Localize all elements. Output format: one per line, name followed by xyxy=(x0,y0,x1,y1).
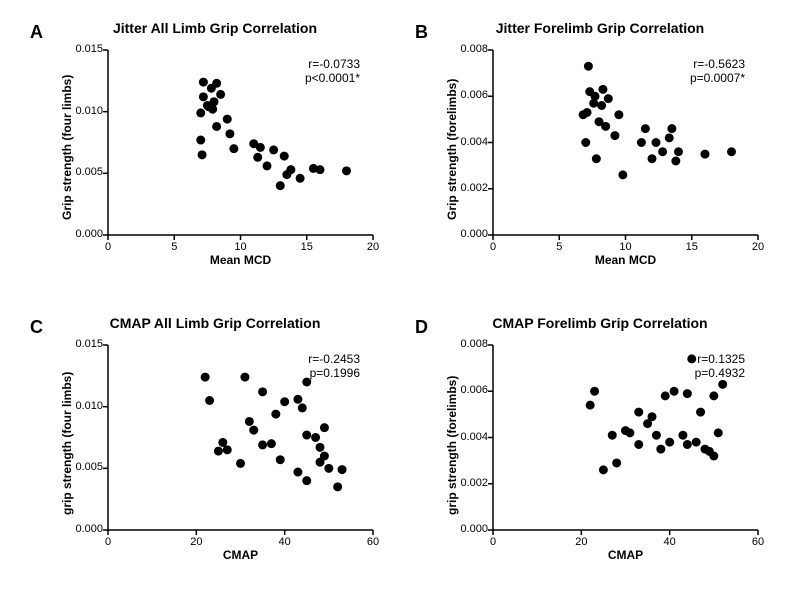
xlabel-A: Mean MCD xyxy=(108,253,373,267)
stats-C: r=-0.2453 p=0.1996 xyxy=(240,352,360,381)
xtick-label: 15 xyxy=(297,241,317,253)
xtick-label: 10 xyxy=(616,241,636,253)
stats-p-B: p=0.0007* xyxy=(690,71,745,85)
xtick-label: 0 xyxy=(483,536,503,548)
stats-r-A: r=-0.0733 xyxy=(308,57,360,71)
ytick-label: 0.006 xyxy=(448,384,488,396)
panel-C: C CMAP All Limb Grip Correlation r=-0.24… xyxy=(30,305,400,585)
ytick-label: 0.004 xyxy=(448,431,488,443)
ytick-label: 0.000 xyxy=(448,228,488,240)
ytick-label: 0.002 xyxy=(448,477,488,489)
ylabel-A: Grip strength (four limbs) xyxy=(60,75,74,220)
ytick-label: 0.002 xyxy=(448,182,488,194)
ytick-label: 0.004 xyxy=(448,136,488,148)
xtick-label: 40 xyxy=(275,536,295,548)
xtick-label: 20 xyxy=(748,241,768,253)
stats-p-A: p<0.0001* xyxy=(305,71,360,85)
ytick-label: 0.008 xyxy=(448,338,488,350)
stats-r-B: r=-0.5623 xyxy=(693,57,745,71)
ylabel-D: grip strength (forelimbs) xyxy=(445,376,459,515)
xlabel-B: Mean MCD xyxy=(493,253,758,267)
xtick-label: 60 xyxy=(363,536,383,548)
xlabel-D: CMAP xyxy=(493,548,758,562)
panel-D: D CMAP Forelimb Grip Correlation r=0.132… xyxy=(415,305,785,585)
ytick-label: 0.000 xyxy=(63,523,103,535)
stats-r-D: r=0.1325 xyxy=(697,352,745,366)
stats-p-C: p=0.1996 xyxy=(310,366,360,380)
ytick-label: 0.000 xyxy=(63,228,103,240)
xtick-label: 20 xyxy=(363,241,383,253)
ytick-label: 0.015 xyxy=(63,43,103,55)
figure-root: A Jitter All Limb Grip Correlation r=-0.… xyxy=(0,0,800,599)
xtick-label: 5 xyxy=(549,241,569,253)
xtick-label: 0 xyxy=(98,241,118,253)
panel-title-D: CMAP Forelimb Grip Correlation xyxy=(415,315,785,331)
xtick-label: 5 xyxy=(164,241,184,253)
stats-p-D: p=0.4932 xyxy=(695,366,745,380)
ytick-label: 0.015 xyxy=(63,338,103,350)
xtick-label: 10 xyxy=(231,241,251,253)
xtick-label: 20 xyxy=(571,536,591,548)
stats-r-C: r=-0.2453 xyxy=(308,352,360,366)
ytick-label: 0.000 xyxy=(448,523,488,535)
ytick-label: 0.006 xyxy=(448,89,488,101)
stats-B: r=-0.5623 p=0.0007* xyxy=(625,57,745,86)
xtick-label: 0 xyxy=(483,241,503,253)
ytick-label: 0.008 xyxy=(448,43,488,55)
panel-B: B Jitter Forelimb Grip Correlation r=-0.… xyxy=(415,10,785,290)
panel-A: A Jitter All Limb Grip Correlation r=-0.… xyxy=(30,10,400,290)
xtick-label: 20 xyxy=(186,536,206,548)
ytick-label: 0.005 xyxy=(63,166,103,178)
ytick-label: 0.010 xyxy=(63,105,103,117)
xtick-label: 60 xyxy=(748,536,768,548)
stats-D: r=0.1325 p=0.4932 xyxy=(625,352,745,381)
ytick-label: 0.010 xyxy=(63,400,103,412)
xtick-label: 15 xyxy=(682,241,702,253)
panel-title-A: Jitter All Limb Grip Correlation xyxy=(30,20,400,36)
xtick-label: 0 xyxy=(98,536,118,548)
xlabel-C: CMAP xyxy=(108,548,373,562)
ylabel-C: grip strength (four limbs) xyxy=(60,372,74,515)
stats-A: r=-0.0733 p<0.0001* xyxy=(240,57,360,86)
xtick-label: 40 xyxy=(660,536,680,548)
panel-title-C: CMAP All Limb Grip Correlation xyxy=(30,315,400,331)
ytick-label: 0.005 xyxy=(63,461,103,473)
panel-title-B: Jitter Forelimb Grip Correlation xyxy=(415,20,785,36)
